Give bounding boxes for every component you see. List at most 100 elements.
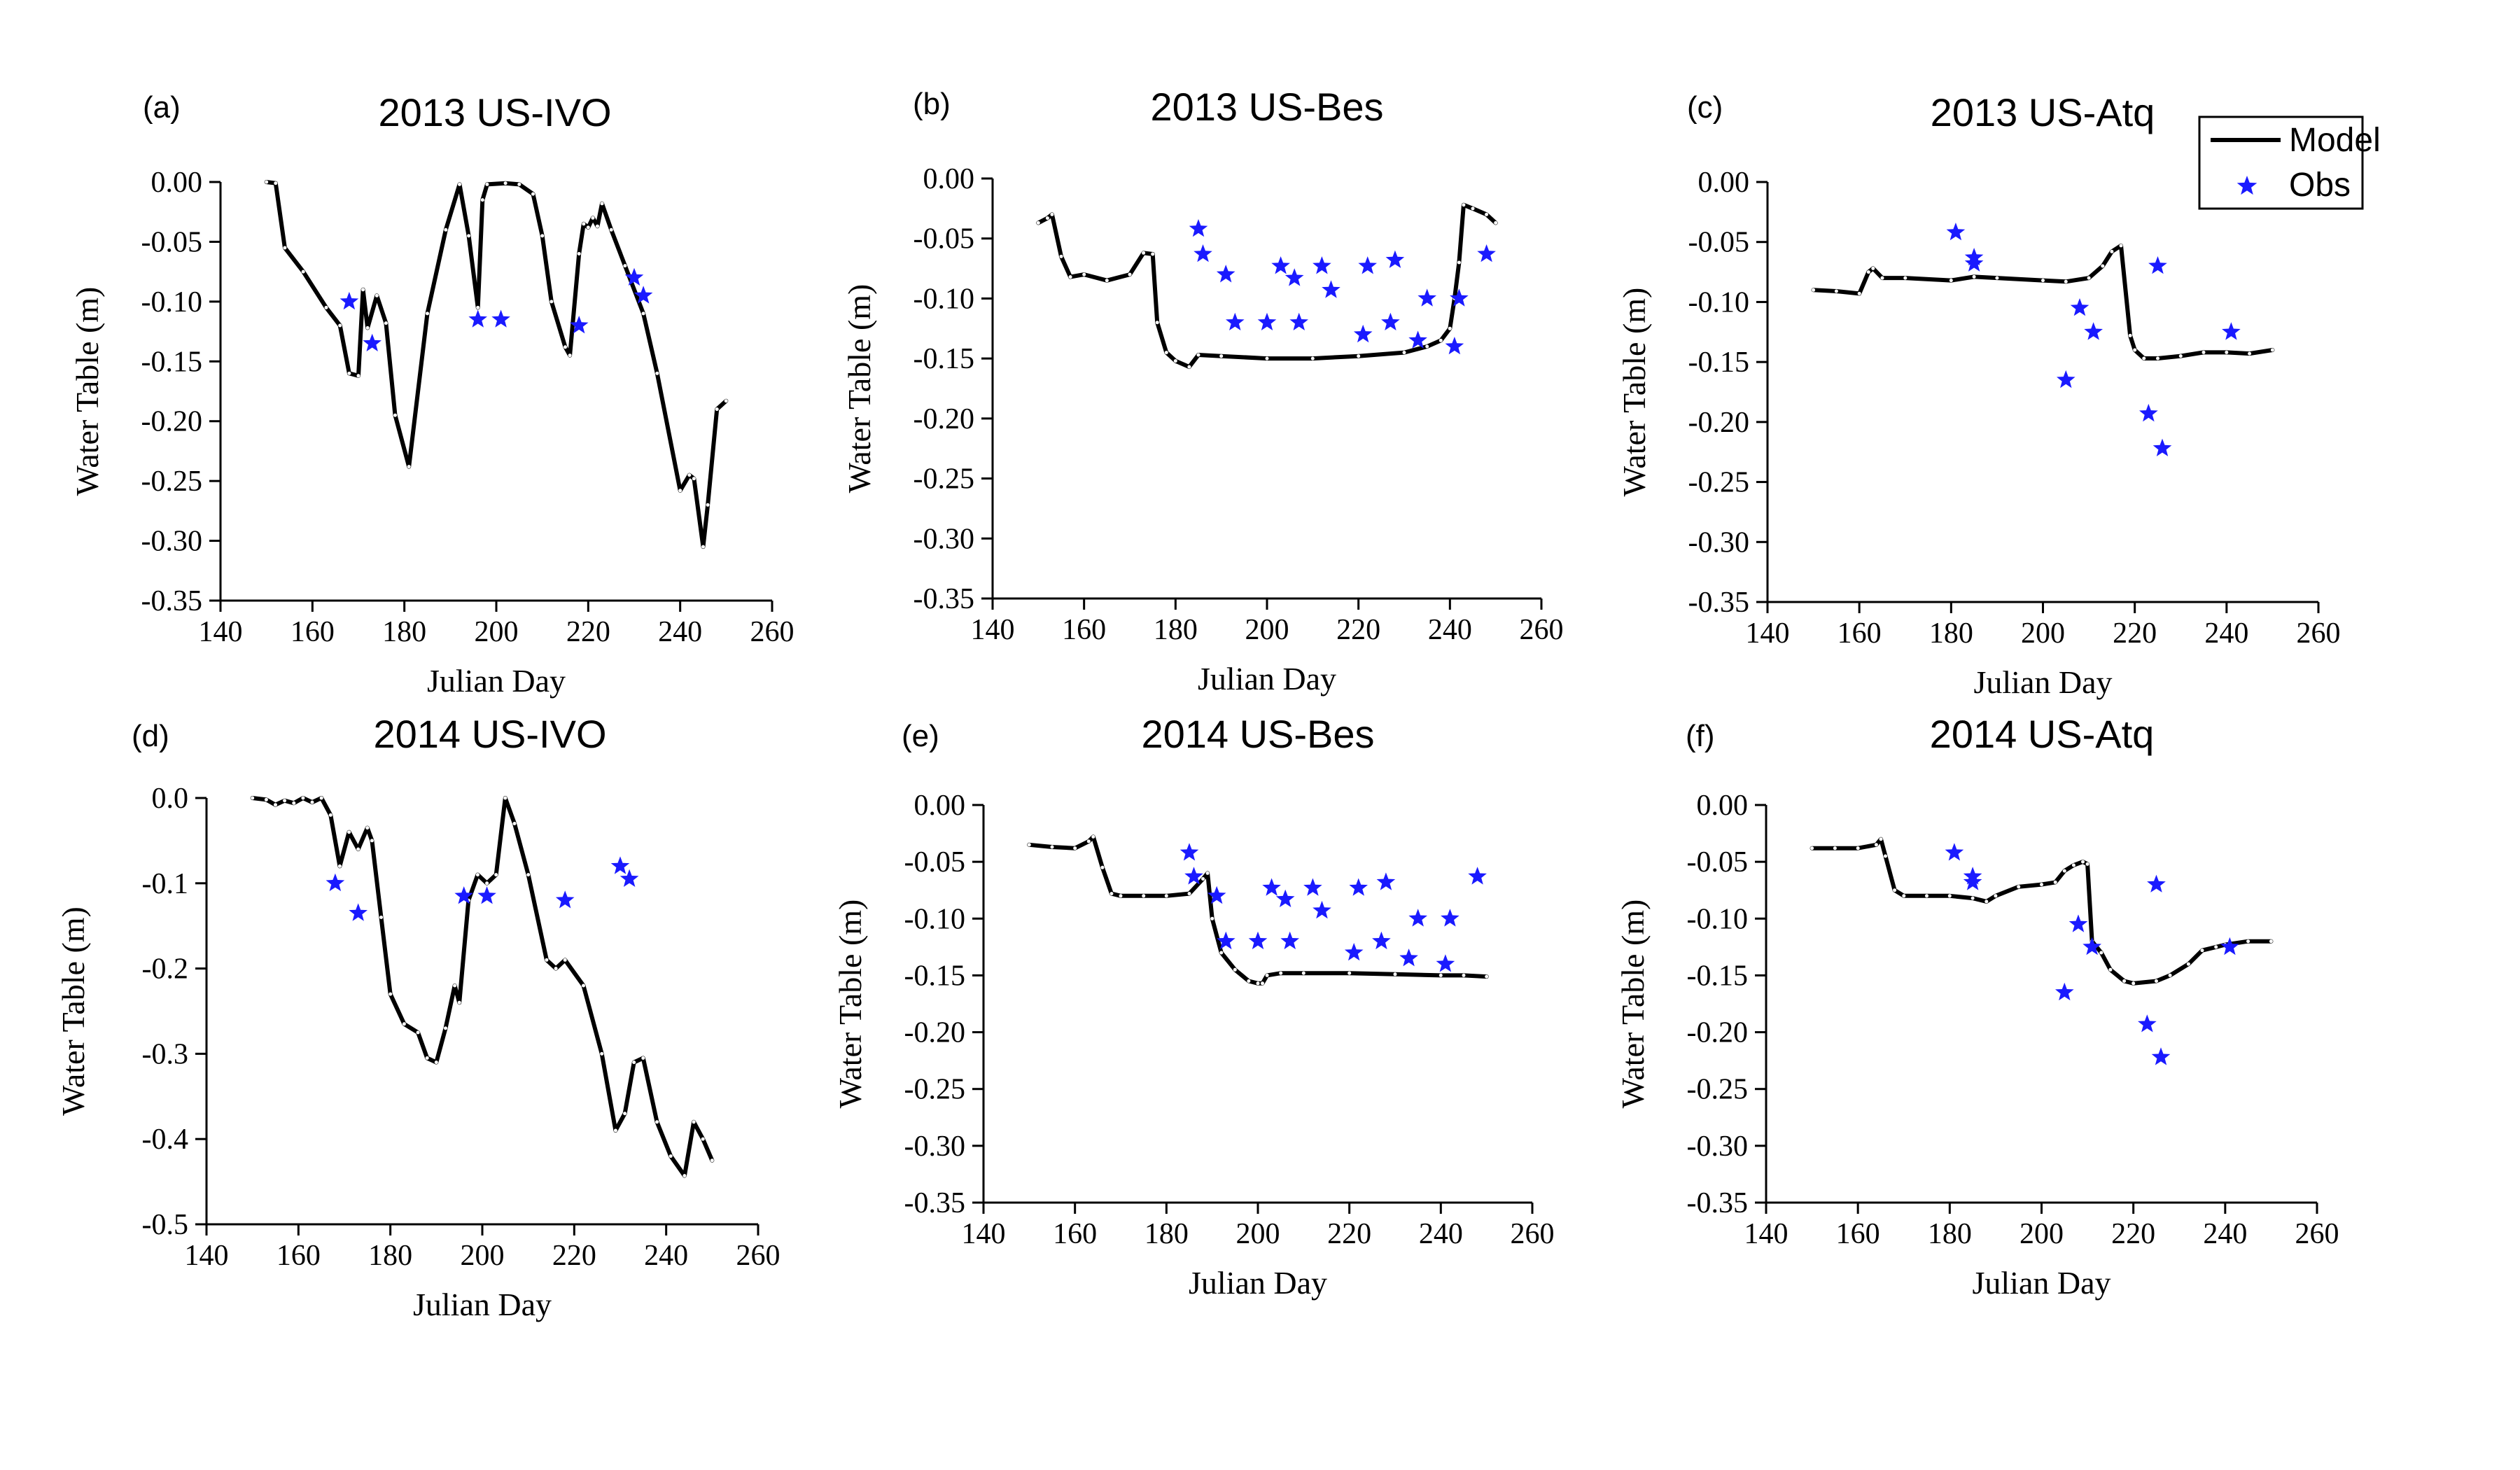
model-data-point [1050, 212, 1054, 216]
model-data-point [2168, 973, 2172, 977]
model-data-point [2178, 354, 2183, 358]
obs-star-marker [340, 291, 359, 310]
model-data-point [301, 270, 305, 274]
model-data-point [1457, 260, 1461, 265]
obs-star-marker [2057, 370, 2076, 388]
model-data-point [540, 234, 545, 238]
model-data-point [264, 797, 268, 802]
model-data-point [1812, 288, 1816, 292]
y-tick-label: -0.25 [1688, 467, 1750, 499]
model-data-point [2128, 333, 2132, 337]
model-data-point [1256, 981, 1260, 986]
model-data-point [526, 873, 531, 877]
model-data-point [374, 293, 379, 298]
obs-star-marker [624, 267, 644, 286]
obs-star-marker [1344, 943, 1364, 961]
y-tick-label: -0.30 [141, 526, 203, 558]
obs-star-marker [2055, 982, 2074, 1001]
model-data-point [1105, 279, 1109, 283]
x-tick-label: 260 [2295, 1218, 2339, 1250]
model-data-point [641, 1056, 645, 1060]
model-data-point [1984, 899, 1989, 904]
x-tick-label: 200 [1245, 614, 1289, 646]
model-data-point [1187, 365, 1191, 369]
y-tick-label: 0.00 [1697, 790, 1749, 822]
x-tick-label: 140 [962, 1218, 1006, 1250]
model-data-point [678, 489, 682, 493]
x-tick-label: 180 [1928, 1218, 1972, 1250]
model-data-point [1485, 974, 1489, 979]
legend-box [2198, 115, 2364, 210]
obs-star-marker [2152, 438, 2172, 456]
model-data-point [2246, 939, 2250, 944]
obs-star-marker [2222, 322, 2241, 340]
x-tick-label: 200 [2019, 1218, 2064, 1250]
obs-star-marker [1441, 909, 1460, 927]
obs-star-marker [1194, 244, 1212, 262]
panel-title: 2014 US-Atq [1930, 712, 2155, 756]
panel-letter: (a) [143, 90, 181, 125]
model-data-point [310, 800, 314, 804]
obs-star-marker [1418, 288, 1436, 307]
obs-star-marker [1284, 268, 1304, 286]
obs-star-marker [1257, 312, 1277, 330]
model-data-point [1027, 843, 1031, 847]
model-data-point [2214, 945, 2218, 949]
obs-star-marker [569, 316, 589, 334]
y-tick-label: -0.05 [904, 846, 966, 878]
model-data-point [1402, 351, 1406, 355]
y-tick-label: -0.30 [1688, 526, 1750, 559]
model-data-point [1471, 206, 1475, 211]
model-data-point [2064, 279, 2068, 284]
model-data-point [444, 1026, 447, 1030]
model-data-point [1310, 356, 1315, 360]
model-data-point [1448, 326, 1452, 330]
x-tick-label: 160 [1062, 614, 1106, 646]
model-data-point [2156, 356, 2160, 360]
model-data-point [1874, 843, 1878, 847]
obs-star-marker [1445, 337, 1464, 355]
panel-title: 2014 US-Bes [1141, 712, 1374, 756]
obs-star-marker [1477, 244, 1496, 262]
x-axis-label: Julian Day [1972, 1265, 2110, 1301]
model-data-point [458, 182, 461, 186]
x-tick-label: 220 [1327, 1218, 1371, 1250]
x-tick-label: 220 [552, 1240, 596, 1272]
model-data-point [1068, 275, 1072, 279]
obs-star-marker [1262, 878, 1281, 896]
model-data-point [425, 1056, 429, 1060]
x-tick-label: 220 [566, 616, 610, 648]
chart-panel: 140 160 180 200 220 240 260 0.00 -0.05 -0.10 -0.15… [1616, 90, 2341, 700]
model-data-point [641, 312, 645, 316]
model-data-point [2108, 967, 2113, 972]
panel-title: 2013 US-Atq [1931, 90, 2155, 134]
obs-star-marker [1312, 256, 1331, 274]
obs-star-marker [1946, 223, 1966, 241]
x-tick-label: 160 [276, 1240, 321, 1272]
model-data-point [724, 399, 728, 403]
model-data-point [283, 246, 287, 250]
model-data-point [1972, 274, 1976, 279]
model-data-point [407, 465, 411, 469]
legend-obs-label: Obs [2289, 167, 2351, 204]
obs-star-marker [1275, 889, 1295, 907]
obs-star-marker [1963, 872, 1982, 890]
model-data-point [1462, 203, 1466, 207]
y-tick-label: -0.05 [141, 226, 203, 258]
y-tick-label: -0.15 [904, 960, 966, 992]
model-data-point [1947, 894, 1952, 898]
model-data-point [274, 803, 277, 807]
model-data-point [1857, 291, 1861, 295]
model-data-point [1994, 894, 1998, 898]
model-data-point [1142, 251, 1146, 255]
obs-star-marker [1216, 265, 1236, 283]
legend-obs-star-icon [2236, 176, 2258, 195]
model-data-point [586, 225, 590, 230]
model-data-point [328, 813, 332, 817]
model-data-point [1438, 338, 1443, 342]
model-data-point [384, 321, 388, 326]
x-tick-label: 200 [2021, 617, 2065, 650]
obs-star-marker [349, 903, 368, 921]
model-data-point [370, 839, 374, 843]
